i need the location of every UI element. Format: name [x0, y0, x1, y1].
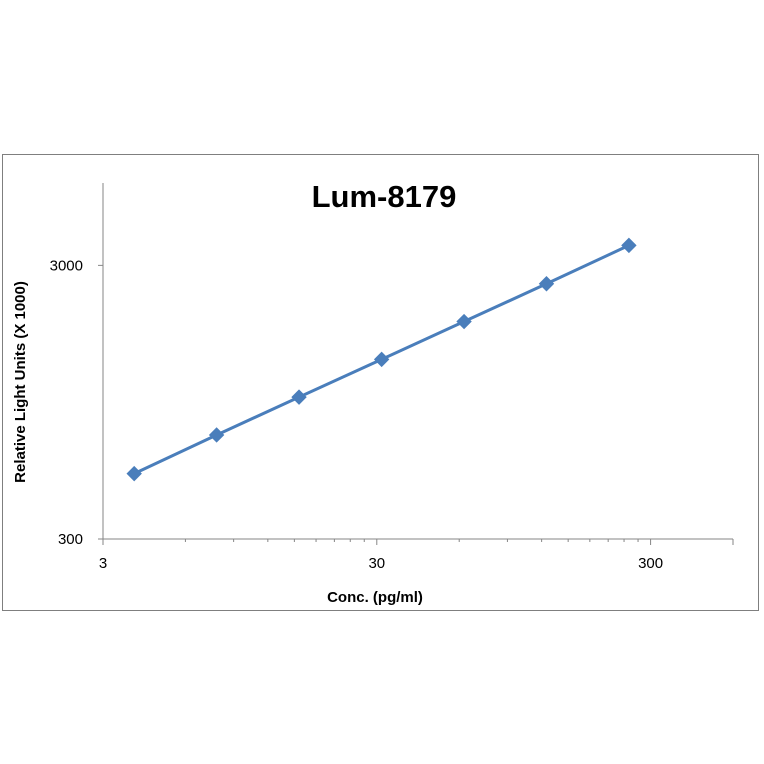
data-point-marker: [538, 276, 555, 292]
chart-svg: Lum-8179 300 3000 3 30 300 Conc. (pg/ml) Re…: [12, 179, 734, 606]
y-tick-label: 300: [58, 531, 83, 548]
data-point-marker: [373, 351, 390, 368]
chart-title: Lum-8179: [312, 179, 457, 214]
x-axis-title: Conc. (pg/ml): [327, 589, 423, 606]
x-tick-label: 300: [638, 555, 663, 572]
x-tick-label: 30: [368, 555, 385, 572]
axes: [98, 183, 734, 545]
chart-frame: Lum-8179 300 3000 3 30 300 Conc. (pg/ml) Re…: [2, 154, 759, 611]
data-point-marker: [208, 427, 225, 443]
data-point-marker: [126, 465, 142, 482]
data-point-marker: [621, 237, 637, 254]
series-layer: [126, 237, 637, 482]
y-axis-title: Relative Light Units (X 1000): [12, 281, 29, 483]
x-tick-labels: 3 30 300: [99, 555, 663, 572]
x-tick-label: 3: [99, 555, 107, 572]
y-tick-labels: 300 3000: [50, 257, 83, 548]
data-point-marker: [456, 313, 472, 330]
y-tick-label: 3000: [50, 257, 83, 274]
data-point-marker: [291, 389, 307, 405]
